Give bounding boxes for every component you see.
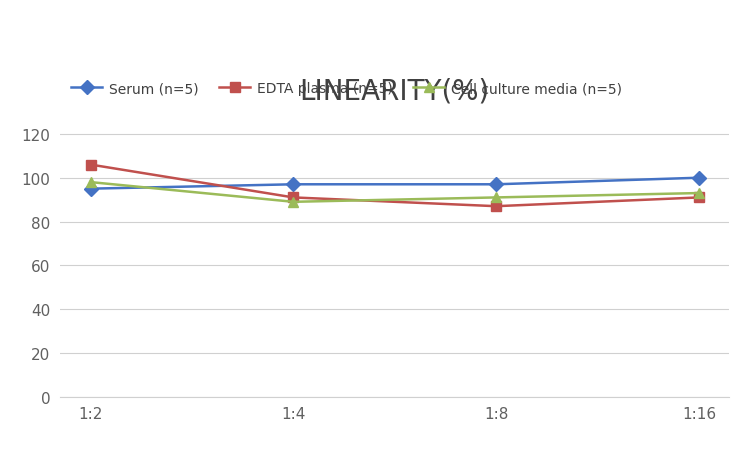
- EDTA plasma (n=5): [492, 204, 501, 209]
- Title: LINEARITY(%): LINEARITY(%): [300, 77, 490, 105]
- EDTA plasma (n=5): [86, 162, 95, 168]
- Line: Cell culture media (n=5): Cell culture media (n=5): [86, 178, 704, 207]
- Serum (n=5): [289, 182, 298, 188]
- Cell culture media (n=5): [492, 195, 501, 201]
- Line: Serum (n=5): Serum (n=5): [86, 174, 704, 194]
- Cell culture media (n=5): [695, 191, 704, 196]
- Cell culture media (n=5): [289, 200, 298, 205]
- EDTA plasma (n=5): [695, 195, 704, 201]
- Serum (n=5): [492, 182, 501, 188]
- Cell culture media (n=5): [86, 180, 95, 185]
- Legend: Serum (n=5), EDTA plasma (n=5), Cell culture media (n=5): Serum (n=5), EDTA plasma (n=5), Cell cul…: [67, 78, 626, 100]
- Line: EDTA plasma (n=5): EDTA plasma (n=5): [86, 161, 704, 212]
- Serum (n=5): [695, 175, 704, 181]
- Serum (n=5): [86, 187, 95, 192]
- EDTA plasma (n=5): [289, 195, 298, 201]
